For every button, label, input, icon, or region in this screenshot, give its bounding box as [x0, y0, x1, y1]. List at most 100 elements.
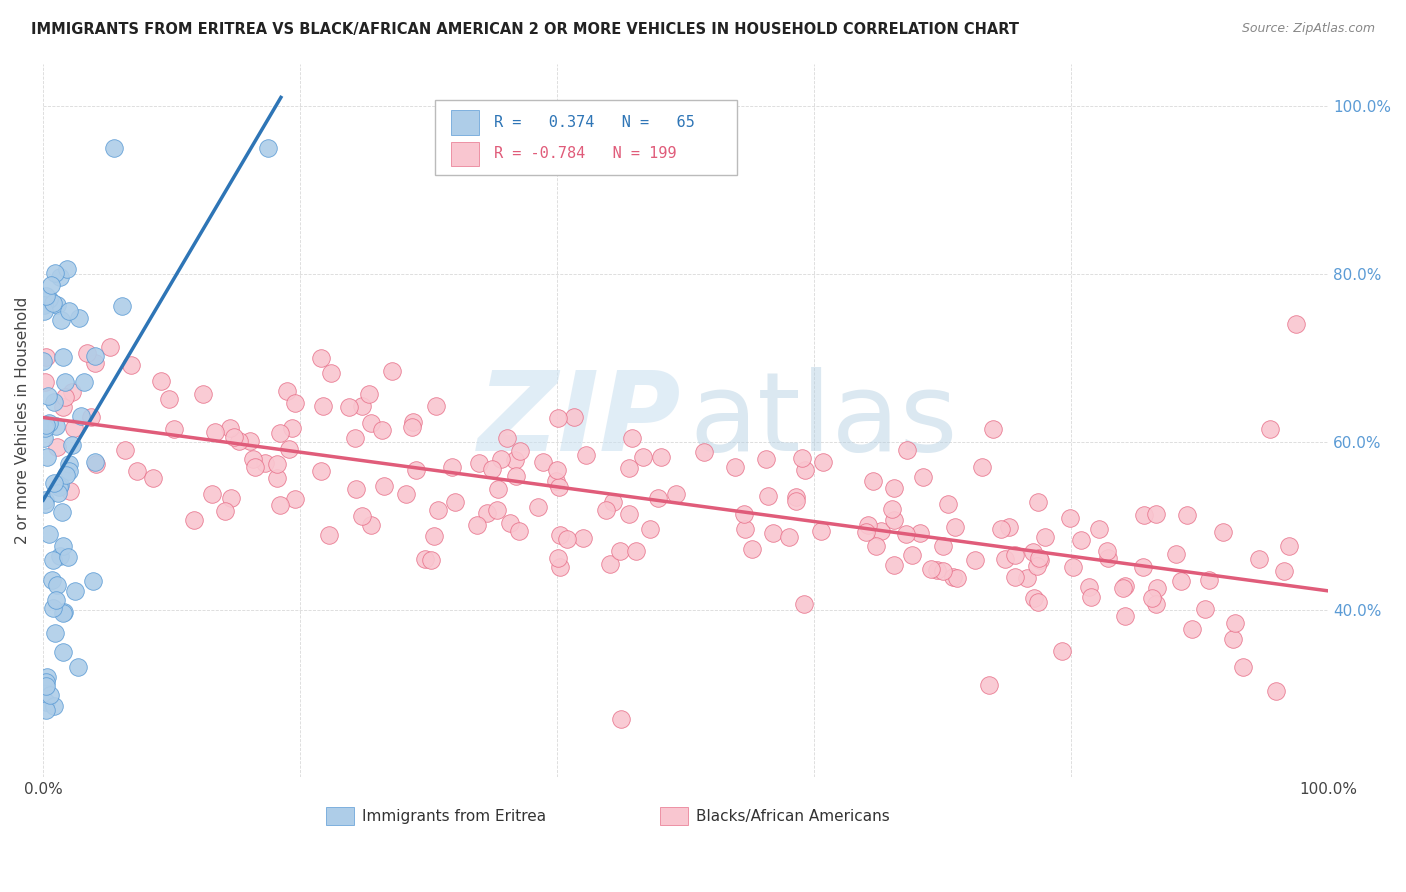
- Point: [42, 553, 65, 567]
- Point: [52, 350, 75, 364]
- Point: [972, 460, 994, 475]
- Point: [495, 431, 517, 445]
- Point: [157, 392, 180, 406]
- Point: [41, 573, 63, 587]
- Point: [734, 522, 756, 536]
- Point: [963, 553, 986, 567]
- Text: R =   0.374   N =   65: R = 0.374 N = 65: [495, 115, 695, 130]
- Point: [35, 679, 58, 693]
- Point: [946, 571, 969, 585]
- Point: [1028, 551, 1050, 566]
- Point: [318, 528, 340, 542]
- Point: [527, 500, 550, 514]
- Point: [785, 490, 807, 504]
- Point: [547, 551, 569, 566]
- Point: [1022, 545, 1045, 559]
- Point: [1232, 660, 1254, 674]
- Point: [910, 525, 932, 540]
- Point: [977, 678, 1000, 692]
- Point: [395, 487, 418, 501]
- Point: [862, 474, 884, 488]
- Point: [405, 463, 427, 477]
- Point: [222, 430, 245, 444]
- Point: [741, 542, 763, 557]
- Point: [39, 278, 62, 293]
- Text: Blacks/African Americans: Blacks/African Americans: [696, 809, 890, 824]
- Point: [312, 399, 335, 413]
- Point: [870, 524, 893, 538]
- Point: [855, 524, 877, 539]
- Point: [927, 563, 949, 577]
- Point: [73, 375, 96, 389]
- Point: [276, 384, 298, 399]
- Point: [48, 549, 70, 564]
- Point: [1095, 544, 1118, 558]
- Point: [998, 520, 1021, 534]
- Point: [626, 543, 648, 558]
- Point: [555, 532, 578, 546]
- Point: [344, 482, 367, 496]
- Point: [562, 410, 585, 425]
- Point: [53, 390, 76, 404]
- Point: [981, 422, 1004, 436]
- Point: [34, 492, 56, 507]
- Point: [1050, 644, 1073, 658]
- Point: [218, 421, 240, 435]
- Point: [1033, 530, 1056, 544]
- Point: [42, 699, 65, 714]
- Point: [423, 529, 446, 543]
- Point: [239, 434, 262, 448]
- Point: [599, 557, 621, 571]
- Point: [1070, 533, 1092, 548]
- Point: [1272, 564, 1295, 578]
- Point: [595, 503, 617, 517]
- Y-axis label: 2 or more Vehicles in Household: 2 or more Vehicles in Household: [15, 297, 30, 544]
- Point: [650, 450, 672, 465]
- Point: [794, 463, 817, 477]
- Point: [1062, 560, 1084, 574]
- Point: [269, 498, 291, 512]
- Point: [1258, 422, 1281, 436]
- Point: [82, 574, 104, 588]
- Point: [63, 584, 86, 599]
- Point: [865, 539, 887, 553]
- Point: [489, 451, 512, 466]
- Point: [1026, 495, 1049, 509]
- Point: [34, 376, 56, 390]
- Point: [503, 452, 526, 467]
- Point: [572, 532, 595, 546]
- Point: [911, 470, 934, 484]
- Point: [266, 457, 288, 471]
- Point: [883, 481, 905, 495]
- Point: [550, 528, 572, 542]
- Point: [1088, 522, 1111, 536]
- Point: [34, 350, 56, 364]
- FancyBboxPatch shape: [659, 807, 688, 825]
- Point: [32, 431, 55, 445]
- Point: [46, 578, 69, 592]
- Point: [360, 518, 382, 533]
- Point: [52, 400, 75, 414]
- FancyBboxPatch shape: [450, 111, 479, 135]
- Point: [901, 548, 924, 562]
- Point: [994, 552, 1017, 566]
- Point: [309, 464, 332, 478]
- Point: [214, 504, 236, 518]
- Point: [1097, 551, 1119, 566]
- Point: [499, 516, 522, 530]
- Point: [48, 269, 70, 284]
- Point: [1029, 553, 1052, 567]
- Point: [665, 487, 688, 501]
- Point: [114, 443, 136, 458]
- Point: [219, 491, 242, 505]
- Point: [45, 418, 67, 433]
- Point: [284, 395, 307, 409]
- Point: [440, 460, 463, 475]
- Point: [1146, 581, 1168, 595]
- Point: [990, 522, 1012, 536]
- Point: [38, 416, 60, 430]
- Point: [103, 141, 125, 155]
- Point: [883, 513, 905, 527]
- Point: [647, 491, 669, 505]
- Point: [55, 468, 77, 483]
